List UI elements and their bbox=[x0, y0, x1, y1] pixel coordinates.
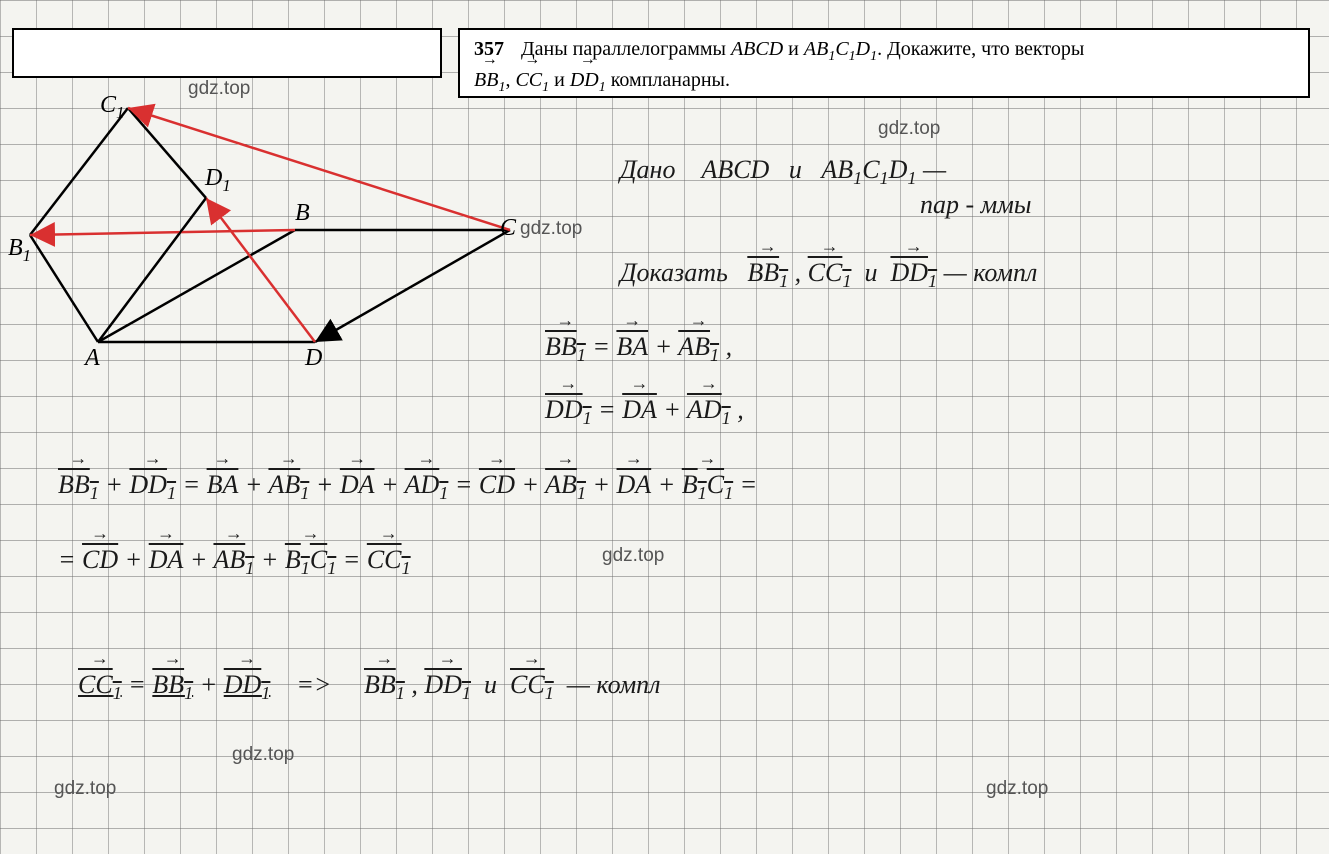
given-label: Дано ABCD и AB1C1D1 — bbox=[620, 155, 946, 189]
eq-line-4: = CD + DA + AB1 + B1C1 = CC1 bbox=[58, 545, 411, 579]
watermark: gdz.top bbox=[520, 218, 582, 240]
geometry-diagram bbox=[10, 90, 570, 370]
eq-line-1: BB1 = BA + AB1 , bbox=[545, 332, 732, 366]
problem-math-1: ABCD bbox=[731, 38, 783, 60]
given-text-2: пар - ммы bbox=[920, 190, 1031, 220]
label-D: D bbox=[305, 345, 322, 372]
vector-dd1: DD1 bbox=[570, 67, 606, 98]
watermark: gdz.top bbox=[232, 744, 294, 766]
watermark: gdz.top bbox=[54, 778, 116, 800]
label-C: C bbox=[500, 215, 516, 242]
label-B: B bbox=[295, 200, 310, 227]
watermark: gdz.top bbox=[188, 78, 250, 100]
eq-line-2: DD1 = DA + AD1 , bbox=[545, 395, 744, 429]
problem-text-1: Даны параллелограммы bbox=[521, 38, 731, 60]
watermark: gdz.top bbox=[602, 545, 664, 567]
conclusion-line: CC1 = BB1 + DD1 => BB1 , DD1 и CC1 — ком… bbox=[78, 670, 661, 704]
label-C1: C1 bbox=[100, 92, 124, 123]
problem-statement-box: 357 Даны параллелограммы ABCD и AB1C1D1.… bbox=[458, 28, 1310, 98]
vector-bb1: BB1 bbox=[474, 67, 505, 98]
problem-math-2: AB1C1D1 bbox=[804, 38, 877, 60]
prove-label: Доказать BB1 , CC1 и DD1 — компл bbox=[620, 258, 1037, 292]
eq-line-3: BB1 + DD1 = BA + AB1 + DA + AD1 = CD + A… bbox=[58, 470, 757, 504]
problem-text-3: . Докажите, что векторы bbox=[877, 38, 1084, 60]
blank-title-box bbox=[12, 28, 442, 78]
watermark: gdz.top bbox=[878, 118, 940, 140]
sep1: , bbox=[505, 69, 515, 91]
vector-cc1: CC1 bbox=[515, 67, 549, 98]
label-A: A bbox=[85, 345, 100, 372]
problem-text-2: и bbox=[783, 38, 804, 60]
label-B1: B1 bbox=[8, 235, 31, 266]
problem-end: компланарны. bbox=[606, 69, 730, 91]
sep2: и bbox=[549, 69, 570, 91]
watermark: gdz.top bbox=[986, 778, 1048, 800]
label-D1: D1 bbox=[205, 165, 231, 196]
